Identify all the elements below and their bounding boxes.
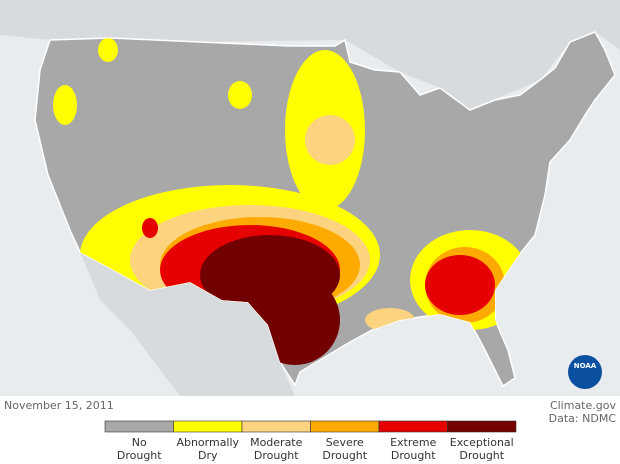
- canada: [0, 0, 620, 110]
- legend-swatch: [173, 420, 243, 433]
- legend-label: Abnormally: [176, 436, 239, 449]
- legend-label: Drought: [254, 449, 299, 462]
- legend-swatch: [104, 420, 174, 433]
- mexico: [80, 252, 295, 396]
- credit: Climate.gov: [550, 399, 617, 412]
- legend-label: Drought: [322, 449, 367, 462]
- legend-label: Exceptional: [450, 436, 514, 449]
- legend-swatch: [310, 420, 380, 433]
- logo-text: NOAA: [574, 362, 597, 370]
- noaa-logo: [568, 355, 602, 389]
- legend-swatch: [447, 420, 517, 433]
- legend-label: Drought: [391, 449, 436, 462]
- source: Data: NDMC: [549, 412, 617, 425]
- legend-label: Drought: [117, 449, 162, 462]
- legend-label: Drought: [459, 449, 504, 462]
- legend-label: No: [132, 436, 147, 449]
- legend-swatch: [241, 420, 311, 433]
- date: November 15, 2011: [4, 399, 114, 412]
- legend-label: Severe: [326, 436, 364, 449]
- legend-label: Moderate: [250, 436, 303, 449]
- legend-swatch: [378, 420, 448, 433]
- legend-label: Dry: [198, 449, 218, 462]
- legend-label: Extreme: [390, 436, 437, 449]
